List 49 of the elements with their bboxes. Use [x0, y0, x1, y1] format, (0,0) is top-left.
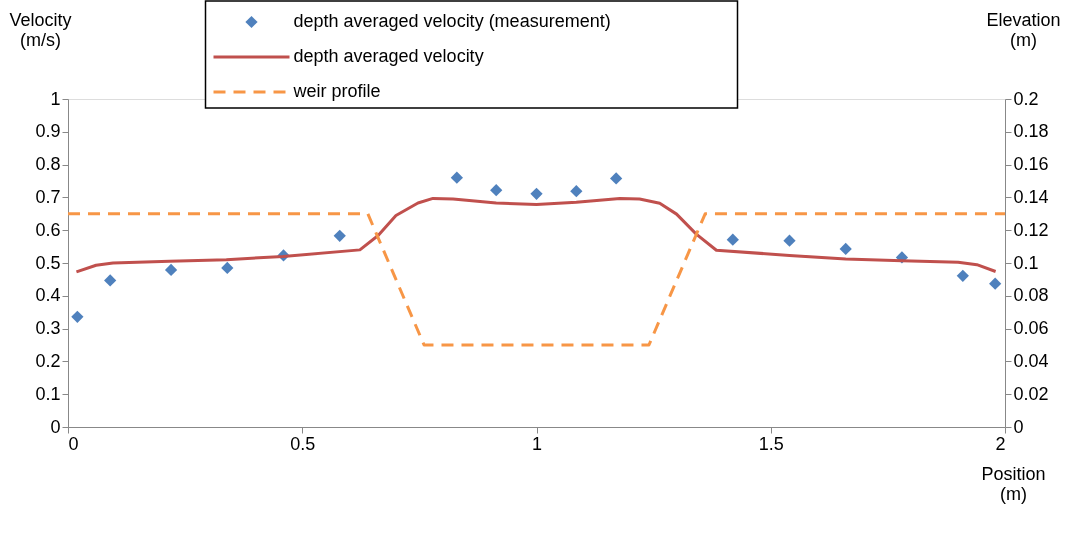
- y2-tick-label: 0.14: [1013, 186, 1049, 207]
- point: [71, 310, 84, 323]
- y-tick-label: 0.8: [35, 154, 61, 175]
- y-tick-label: 0.2: [35, 350, 61, 371]
- point: [570, 185, 583, 198]
- point: [490, 184, 503, 197]
- y-tick-label: 1: [50, 88, 61, 109]
- line-series: [74, 196, 998, 274]
- y-tick-label: 0.3: [35, 318, 61, 339]
- y-tick-label: 0.1: [35, 383, 61, 404]
- point: [104, 274, 117, 287]
- legend-label: depth averaged velocity (measurement): [293, 11, 611, 31]
- x-tick-label: 0.5: [290, 433, 316, 454]
- y2-axis-title: Elevation (m): [986, 9, 1061, 50]
- y2-tick-label: 0.1: [1013, 252, 1039, 273]
- x-tick-label: 2: [995, 433, 1006, 454]
- y-tick-label: 0.6: [35, 219, 61, 240]
- x-tick-label: 1: [531, 433, 543, 454]
- y-tick-label: 0.7: [35, 186, 61, 207]
- y-tick-label: 0.4: [35, 285, 61, 306]
- y2-tick-label: 0.16: [1013, 154, 1049, 175]
- y2-tick-label: 0.08: [1013, 285, 1049, 306]
- y2-tick-label: 0.02: [1013, 383, 1049, 404]
- y2-tick-label: 0: [1013, 416, 1024, 437]
- point: [610, 172, 623, 185]
- point: [989, 277, 1002, 290]
- y-tick-label: 0.9: [35, 121, 61, 142]
- point: [956, 269, 969, 282]
- point: [164, 263, 178, 277]
- x-axis-title: Position (m): [981, 463, 1046, 504]
- point: [221, 261, 234, 275]
- y-axis-title: Velocity (m/s): [9, 9, 72, 50]
- point: [726, 233, 739, 246]
- y-tick-label: 0.5: [35, 252, 61, 273]
- point: [530, 187, 543, 200]
- x-tick-label: 0: [68, 433, 79, 454]
- point: [333, 229, 346, 242]
- y2-tick-label: 0.2: [1013, 88, 1039, 109]
- point: [450, 171, 463, 184]
- point: [783, 234, 796, 247]
- legend-label: weir profile: [292, 81, 381, 101]
- point: [839, 242, 852, 256]
- x-tick-label: 1.5: [758, 433, 784, 454]
- y2-tick-label: 0.12: [1013, 219, 1049, 240]
- y-tick-label: 0: [50, 416, 61, 437]
- y2-tick-label: 0.06: [1013, 318, 1049, 339]
- legend-label: depth averaged velocity: [293, 46, 484, 66]
- y2-tick-label: 0.04: [1013, 350, 1049, 371]
- y2-tick-label: 0.18: [1013, 121, 1049, 142]
